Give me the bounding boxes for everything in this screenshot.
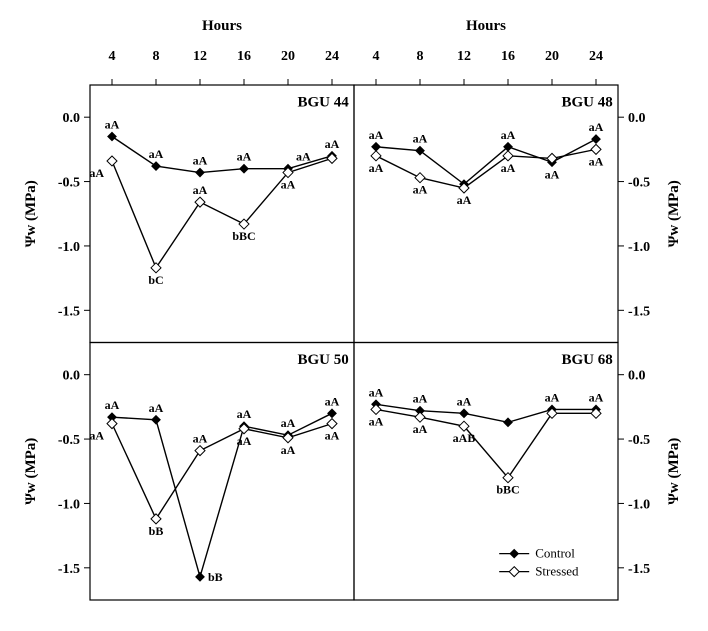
svg-text:aA: aA bbox=[149, 401, 164, 415]
svg-text:aA: aA bbox=[413, 422, 428, 436]
svg-text:aA: aA bbox=[281, 416, 296, 430]
svg-text:aA: aA bbox=[193, 154, 208, 168]
svg-text:aA: aA bbox=[325, 394, 340, 408]
svg-text:aA: aA bbox=[545, 390, 560, 404]
svg-text:aA: aA bbox=[369, 414, 384, 428]
svg-text:12: 12 bbox=[193, 49, 207, 64]
svg-text:aA: aA bbox=[589, 390, 604, 404]
svg-text:bC: bC bbox=[148, 273, 163, 287]
svg-text:0.0: 0.0 bbox=[628, 369, 646, 384]
svg-text:aA: aA bbox=[325, 137, 340, 151]
svg-text:Hours: Hours bbox=[466, 18, 506, 34]
svg-text:16: 16 bbox=[237, 49, 251, 64]
svg-text:aA: aA bbox=[369, 161, 384, 175]
svg-text:0.0: 0.0 bbox=[63, 369, 81, 384]
svg-text:8: 8 bbox=[417, 49, 424, 64]
svg-text:BGU 48: BGU 48 bbox=[561, 94, 612, 110]
panel-3: 0.0 -0.5 -1.0 -1.5 Ψw (MPa) aA aA aA aA aA aA aA aAB… bbox=[354, 343, 682, 601]
svg-text:aA: aA bbox=[237, 407, 252, 421]
panel-0: 0.0-0.5-1.0-1.5Ψw (MPa)aAaAaAaAaAaAaAbCa… bbox=[23, 79, 354, 343]
svg-text:BGU 68: BGU 68 bbox=[561, 352, 612, 368]
svg-text:0.0: 0.0 bbox=[63, 111, 81, 126]
svg-text:BGU 50: BGU 50 bbox=[297, 352, 348, 368]
panel-1: 0.0 -0.5 -1.0 -1.5 Ψw (MPa) aA aA aA aA aA aA aA aA a… bbox=[354, 79, 682, 343]
svg-text:aA: aA bbox=[369, 128, 384, 142]
svg-text:-1.5: -1.5 bbox=[628, 562, 650, 577]
svg-text:aA: aA bbox=[281, 443, 296, 457]
svg-text:aAB: aAB bbox=[453, 431, 476, 445]
svg-text:bBC: bBC bbox=[496, 483, 519, 497]
svg-text:24: 24 bbox=[589, 49, 603, 64]
svg-text:aA: aA bbox=[296, 150, 311, 164]
svg-text:aA: aA bbox=[89, 166, 104, 180]
svg-text:aA: aA bbox=[589, 120, 604, 134]
svg-text:aA: aA bbox=[369, 385, 384, 399]
svg-text:aA: aA bbox=[413, 392, 428, 406]
svg-text:aA: aA bbox=[413, 132, 428, 146]
svg-text:aA: aA bbox=[457, 193, 472, 207]
svg-text:aA: aA bbox=[281, 178, 296, 192]
svg-text:BGU 44: BGU 44 bbox=[297, 94, 349, 110]
svg-text:16: 16 bbox=[501, 49, 515, 64]
svg-text:-1.0: -1.0 bbox=[628, 240, 650, 255]
svg-text:4: 4 bbox=[373, 49, 380, 64]
svg-text:aA: aA bbox=[501, 128, 516, 142]
svg-text:Control: Control bbox=[535, 546, 575, 561]
svg-text:aA: aA bbox=[545, 167, 560, 181]
svg-text:bB: bB bbox=[208, 570, 223, 584]
svg-text:-0.5: -0.5 bbox=[58, 176, 80, 191]
svg-text:0.0: 0.0 bbox=[628, 111, 646, 126]
svg-text:bBC: bBC bbox=[232, 229, 255, 243]
svg-text:-1.0: -1.0 bbox=[58, 497, 80, 512]
svg-text:aA: aA bbox=[501, 161, 516, 175]
legend: Control Stressed bbox=[499, 546, 579, 579]
svg-text:-1.0: -1.0 bbox=[58, 240, 80, 255]
svg-text:Ψw (MPa): Ψw (MPa) bbox=[666, 438, 682, 505]
svg-text:Ψw (MPa): Ψw (MPa) bbox=[23, 180, 39, 247]
panel-2: 0.0 -0.5 -1.0 -1.5 Ψw (MPa) aA aA bB aA aA aA aA bB a… bbox=[23, 343, 354, 601]
svg-text:-0.5: -0.5 bbox=[58, 433, 80, 448]
svg-text:Hours: Hours bbox=[202, 18, 242, 34]
svg-text:Ψw (MPa): Ψw (MPa) bbox=[666, 180, 682, 247]
svg-text:8: 8 bbox=[153, 49, 160, 64]
svg-text:aA: aA bbox=[325, 429, 340, 443]
svg-text:4: 4 bbox=[109, 49, 116, 64]
svg-text:aA: aA bbox=[237, 434, 252, 448]
svg-text:-1.0: -1.0 bbox=[628, 497, 650, 512]
svg-text:-1.5: -1.5 bbox=[58, 304, 80, 319]
svg-text:bB: bB bbox=[149, 524, 164, 538]
svg-text:aA: aA bbox=[105, 118, 120, 132]
svg-text:aA: aA bbox=[89, 429, 104, 443]
svg-text:aA: aA bbox=[193, 432, 208, 446]
svg-text:Ψw (MPa): Ψw (MPa) bbox=[23, 438, 39, 505]
svg-text:-1.5: -1.5 bbox=[58, 562, 80, 577]
svg-text:Stressed: Stressed bbox=[535, 564, 579, 579]
svg-text:20: 20 bbox=[545, 49, 559, 64]
svg-text:-0.5: -0.5 bbox=[628, 433, 650, 448]
figure: Hours 4 8 12 16 20 24 Hours 4 8 12 16 20 24 0.0 -0.5 -1.… bbox=[0, 0, 708, 631]
svg-text:12: 12 bbox=[457, 49, 471, 64]
svg-text:aA: aA bbox=[193, 183, 208, 197]
svg-text:-1.5: -1.5 bbox=[628, 304, 650, 319]
svg-text:24: 24 bbox=[325, 49, 339, 64]
svg-text:20: 20 bbox=[281, 49, 295, 64]
svg-text:aA: aA bbox=[457, 394, 472, 408]
chart-svg: Hours 4 8 12 16 20 24 Hours 4 8 12 16 20 24 0.0 -0.5 -1.… bbox=[0, 0, 708, 631]
svg-text:-0.5: -0.5 bbox=[628, 176, 650, 191]
svg-text:aA: aA bbox=[105, 398, 120, 412]
svg-text:aA: aA bbox=[589, 154, 604, 168]
svg-text:aA: aA bbox=[413, 183, 428, 197]
svg-text:aA: aA bbox=[237, 150, 252, 164]
svg-text:aA: aA bbox=[149, 147, 164, 161]
